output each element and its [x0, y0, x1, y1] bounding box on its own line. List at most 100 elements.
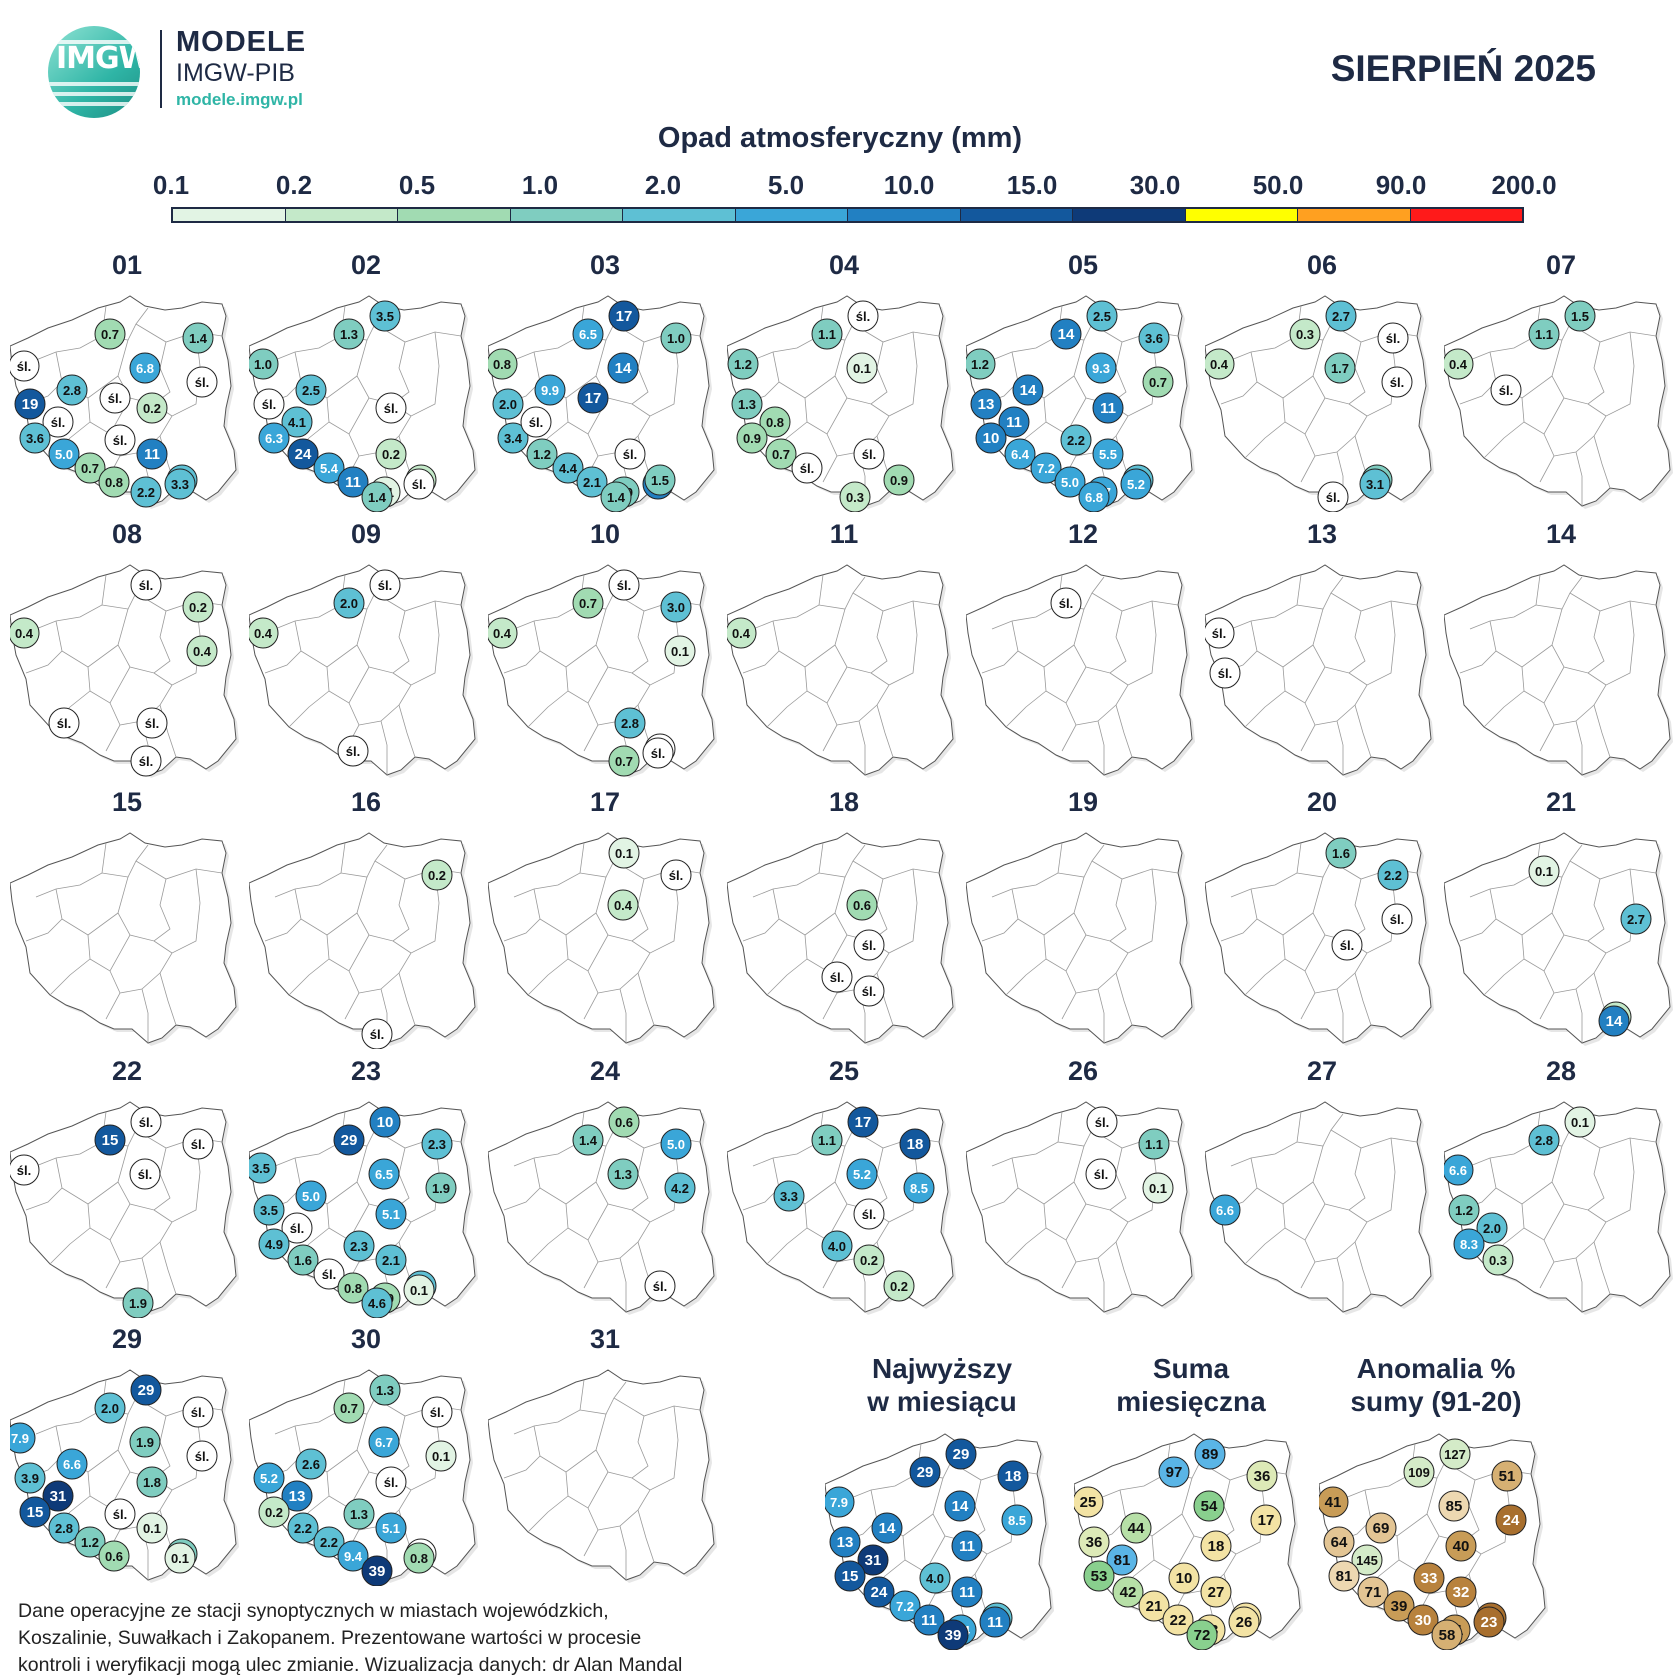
legend-swatch [285, 209, 398, 221]
voivodeship-boundary [1091, 860, 1179, 880]
station-value: 0.7 [340, 1401, 358, 1416]
voivodeship-boundary [1097, 988, 1105, 1043]
station-value: śl. [384, 1475, 398, 1490]
voivodeship-boundary [1244, 1203, 1286, 1264]
voivodeship-boundary [503, 620, 541, 673]
station-marker: 5.0 [1054, 466, 1086, 498]
station-value: 3.5 [252, 1161, 270, 1176]
station-marker: 6.5 [368, 1158, 400, 1189]
station-marker: 3.5 [369, 300, 401, 332]
station-marker: 36 [1246, 1460, 1278, 1492]
poland-map: 3.529102.36.51.95.03.5śl.2.34.95.13.32.1… [249, 1100, 478, 1318]
station-marker: 2.7 [1325, 300, 1357, 332]
voivodeship-boundary [135, 860, 223, 880]
station-marker: śl. [337, 735, 369, 766]
brand-name: MODELE [176, 26, 307, 58]
station-marker: 0.1 [425, 1440, 457, 1472]
station-marker: śl. [1381, 366, 1413, 398]
poland-map: 1.01.33.52.54.1śl.6.3245.411śl.0.20.20.1… [249, 295, 478, 512]
station-circle [1473, 1606, 1505, 1638]
voivodeship-boundary [1109, 672, 1129, 685]
station-circle [1377, 322, 1409, 354]
station-circle [1078, 1526, 1110, 1558]
station-marker: 0.9 [883, 464, 915, 496]
station-marker: śl. [48, 707, 80, 738]
station-circle [1564, 1106, 1596, 1137]
station-value: 1.9 [129, 1296, 147, 1311]
station-marker: 0.1 [664, 635, 696, 666]
station-circle [847, 1106, 879, 1137]
station-circle [403, 1274, 435, 1305]
station-value: 0.8 [105, 475, 123, 490]
day-panel: 01 19 0.7 1.4 6.8 śl. 2.8 śl. śl. śl. 0.2 3.6 5.0 0.7… [10, 250, 244, 512]
station-circle [488, 617, 518, 648]
station-value: 0.8 [410, 1551, 428, 1566]
station-circle [369, 1106, 401, 1137]
station-value: 7.2 [1037, 461, 1055, 476]
station-circle [1138, 322, 1170, 354]
station-value: 0.3 [846, 490, 864, 505]
station-circle [258, 422, 290, 454]
voivodeship-boundary [742, 1157, 780, 1210]
station-value: 0.1 [1149, 1181, 1167, 1196]
station-value: 0.6 [615, 1115, 633, 1130]
station-circle [951, 1530, 983, 1562]
station-circle [253, 1194, 285, 1225]
station-circle [853, 1244, 885, 1275]
station-value: 14 [615, 360, 632, 377]
station-value: 69 [1373, 1520, 1390, 1537]
station-circle [642, 737, 674, 768]
poland-map: 7.9 2.0 29 śl. 1.9 śl. 6.6 3.9 31 śl. 15 2.8 1.8 1.2 0… [10, 1369, 239, 1583]
day-panel: 20 1.6 2.2 śl. śl. [1205, 787, 1439, 1049]
station-marker: 7.2 [1030, 452, 1062, 484]
day-panel: 16 0.2 śl. [249, 787, 483, 1049]
station-marker: 26 [1228, 1606, 1260, 1638]
station-circle [136, 392, 168, 424]
station-marker: 81 [1328, 1560, 1360, 1592]
station-circle [1142, 1172, 1174, 1203]
station-circle [1377, 859, 1409, 891]
station-circle [899, 1128, 931, 1159]
station-value: 17 [585, 390, 602, 407]
station-circle [1092, 438, 1124, 470]
station-circle [576, 466, 608, 498]
station-value: 44 [1128, 1520, 1145, 1537]
legend-swatch [735, 209, 848, 221]
brand-url[interactable]: modele.imgw.pl [176, 90, 303, 109]
station-marker: 4.2 [664, 1172, 696, 1203]
station-marker: śl. [1377, 322, 1409, 354]
station-value: 0.2 [382, 447, 400, 462]
day-label: 15 [111, 787, 143, 817]
voivodeship-boundary [619, 1525, 627, 1580]
station-circle [1112, 1576, 1144, 1608]
country-outline [1444, 563, 1671, 776]
station-circle [1407, 1604, 1439, 1636]
station-marker: 3.0 [660, 591, 692, 622]
station-marker: 0.1 [136, 1512, 168, 1544]
station-circle [74, 452, 106, 484]
station-marker: 42 [1112, 1576, 1144, 1608]
day-panel: 08 0.4 śl. 0.2 0.4 śl. śl. śl. [10, 519, 244, 781]
station-value: 6.5 [579, 327, 597, 342]
station-marker: 2.2 [313, 1526, 345, 1558]
station-circle [343, 1230, 375, 1261]
station-circle [863, 1576, 895, 1608]
station-value: 39 [945, 1627, 962, 1644]
station-circle [727, 348, 759, 380]
voivodeship-boundary [49, 1203, 91, 1264]
station-circle [979, 1606, 1011, 1638]
station-value: 1.3 [738, 397, 756, 412]
station-circle [1444, 1154, 1474, 1185]
station-marker: 1.9 [129, 1426, 161, 1458]
station-circle [664, 635, 696, 666]
station-value: 2.6 [302, 1457, 320, 1472]
station-value: 2.8 [1535, 1133, 1553, 1148]
station-circle [1620, 903, 1652, 935]
station-value: 10 [1176, 1570, 1193, 1587]
station-value: 10 [983, 430, 1000, 447]
station-circle [919, 1562, 951, 1594]
station-marker: 1.3 [607, 1158, 639, 1189]
station-value: 0.2 [189, 600, 207, 615]
station-marker: 1.4 [182, 322, 214, 354]
voivodeship-boundary [1569, 860, 1657, 880]
